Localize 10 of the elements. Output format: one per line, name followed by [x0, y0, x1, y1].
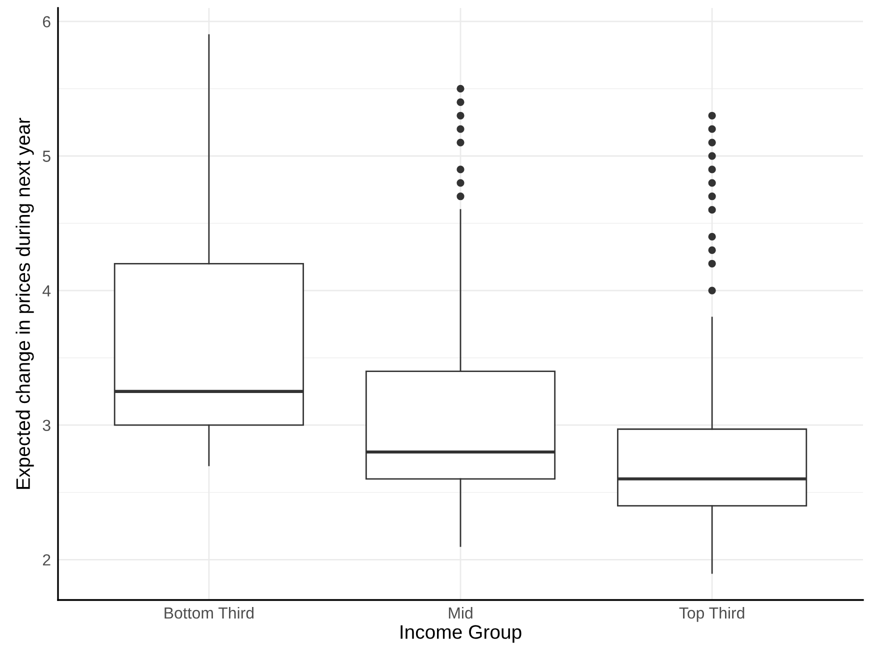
x-tick-label: Top Third — [679, 606, 744, 622]
x-axis-title: Income Group — [400, 625, 522, 643]
y-tick-label: 6 — [42, 16, 50, 28]
x-tick-label: Mid — [448, 606, 472, 619]
y-tick-label: 3 — [42, 420, 50, 432]
y-tick-label: 4 — [42, 285, 51, 296]
y-tick-label: 5 — [42, 150, 50, 162]
x-tick-label: Bottom Third — [164, 606, 254, 619]
y-tick-label: 2 — [42, 554, 50, 566]
y-axis-title: Expected change in prices during next year — [16, 118, 34, 489]
